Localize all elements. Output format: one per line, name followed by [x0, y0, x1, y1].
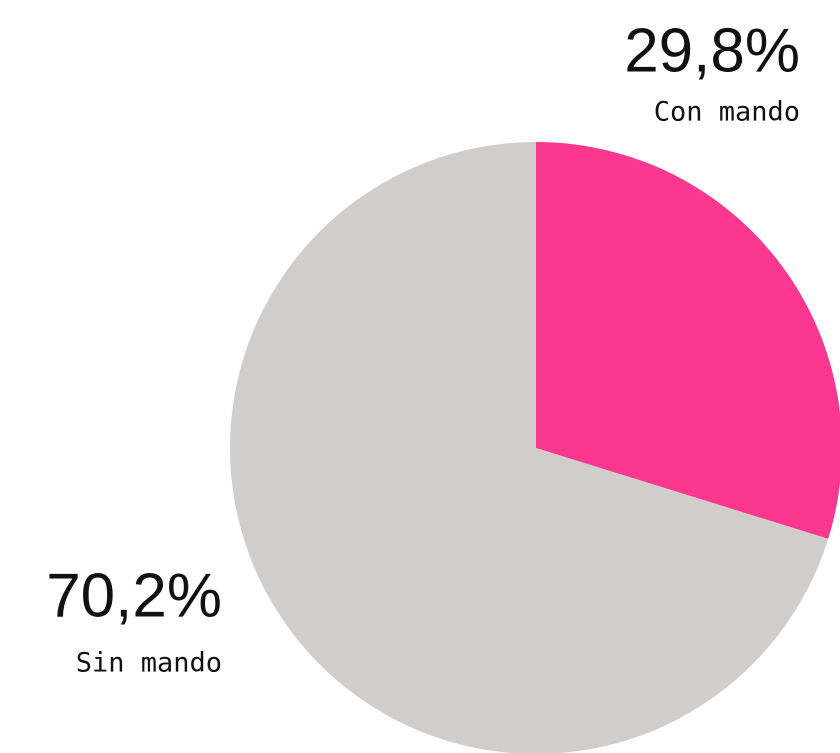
category-label: Sin mando [76, 648, 222, 679]
pie-slice [230, 142, 829, 753]
pie-slice [536, 142, 840, 539]
category-label: Con mando [654, 97, 800, 128]
value-label: 70,2% [46, 561, 222, 630]
value-label: 29,8% [624, 16, 800, 85]
